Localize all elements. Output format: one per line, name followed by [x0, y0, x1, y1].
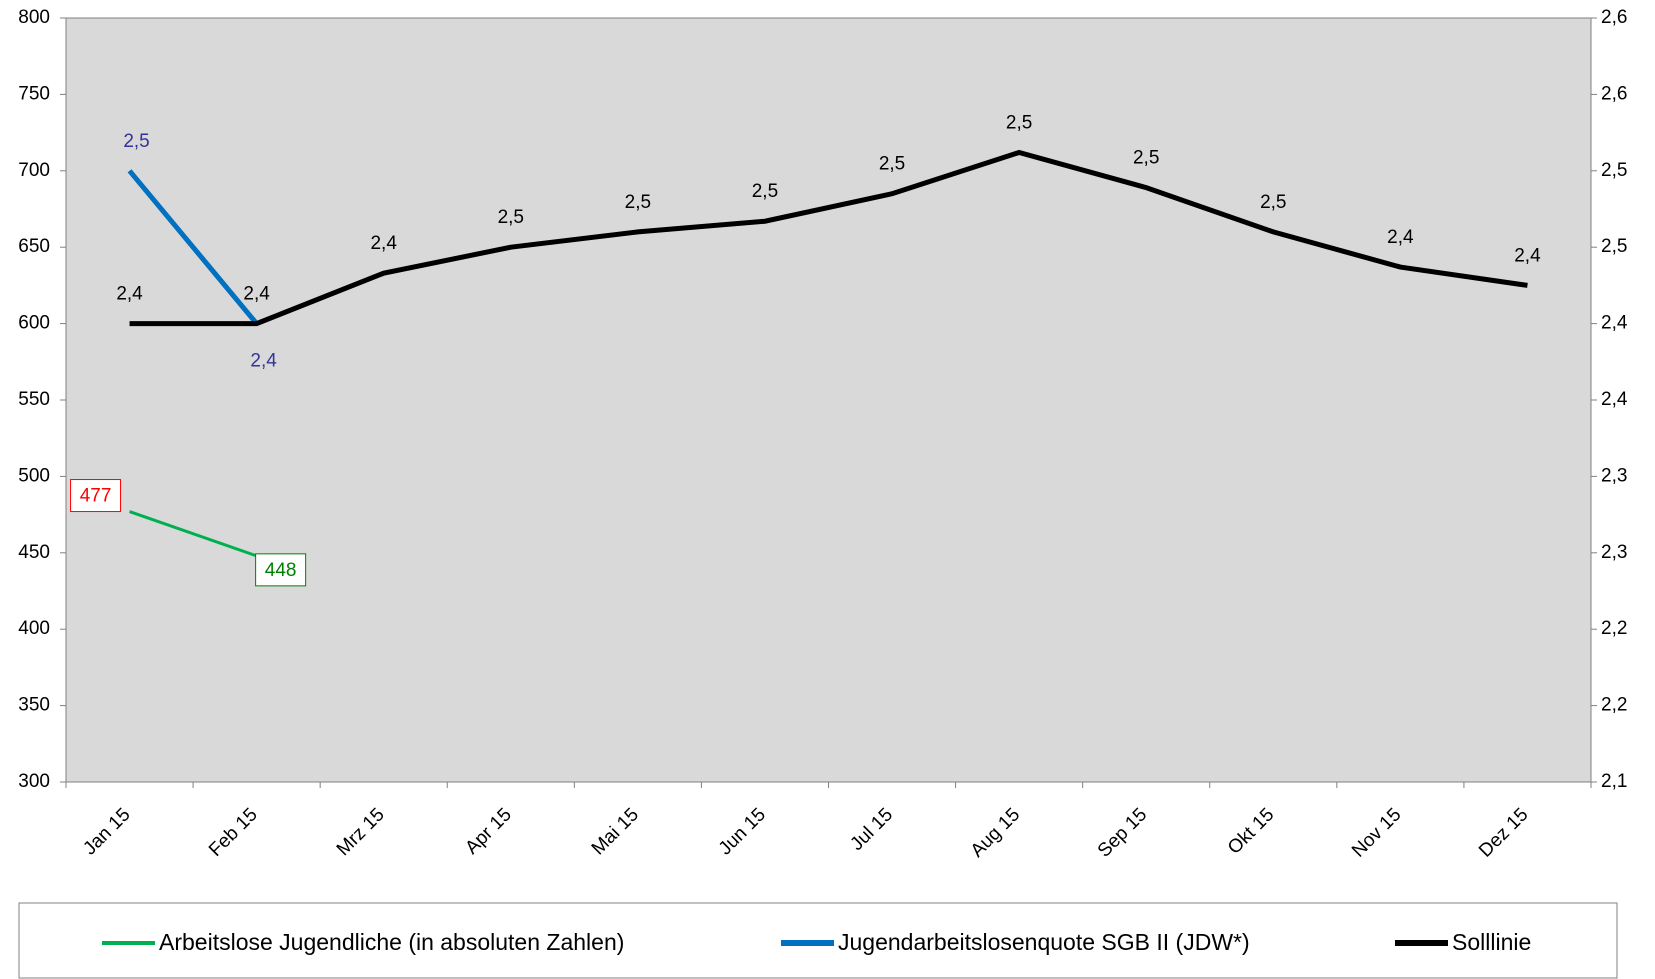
- y-tick-label: 350: [18, 695, 50, 716]
- y2-tick-label: 2,5: [1601, 160, 1627, 181]
- y-tick-label: 700: [18, 160, 50, 181]
- legend-label: Solllinie: [1452, 929, 1531, 955]
- data-label: 2,5: [752, 181, 778, 202]
- y2-tick-label: 2,5: [1601, 236, 1627, 257]
- y2-tick-label: 2,3: [1601, 465, 1627, 486]
- x-tick-label: Sep 15: [1094, 804, 1151, 861]
- legend-label: Jugendarbeitslosenquote SGB II (JDW*): [838, 929, 1250, 955]
- x-tick-label: Mrz 15: [333, 804, 389, 860]
- y-tick-label: 650: [18, 236, 50, 257]
- y2-tick-label: 2,6: [1601, 83, 1627, 104]
- y2-tick-label: 2,2: [1601, 618, 1627, 639]
- x-tick-label: Feb 15: [205, 804, 262, 861]
- data-label: 2,4: [250, 351, 277, 372]
- data-label: 2,4: [1387, 227, 1414, 248]
- x-tick-label: Aug 15: [967, 804, 1024, 861]
- y2-tick-label: 2,4: [1601, 389, 1628, 410]
- y2-tick-label: 2,4: [1601, 313, 1628, 334]
- data-label-box: [255, 553, 307, 587]
- data-label: 2,5: [123, 131, 149, 152]
- y-tick-label: 300: [18, 771, 50, 792]
- y2-tick-label: 2,1: [1601, 771, 1627, 792]
- series-line: [129, 510, 258, 558]
- x-tick-label: Dez 15: [1475, 804, 1532, 861]
- series-line: [129, 149, 1528, 327]
- data-label: 2,5: [1260, 192, 1286, 213]
- data-label: 2,5: [1006, 112, 1032, 133]
- legend-label: Arbeitslose Jugendliche (in absoluten Za…: [159, 929, 624, 955]
- x-tick-label: Jun 15: [715, 804, 770, 859]
- y2-tick-label: 2,3: [1601, 542, 1627, 563]
- x-tick-label: Mai 15: [588, 804, 643, 859]
- x-tick-label: Okt 15: [1224, 804, 1278, 858]
- data-label: 2,4: [243, 284, 270, 305]
- y-tick-label: 600: [18, 313, 50, 334]
- data-label: 2,5: [498, 207, 524, 228]
- y-tick-label: 500: [18, 465, 50, 486]
- plot-area: [65, 17, 1592, 783]
- data-label: 477: [80, 486, 112, 507]
- x-tick-label: Jul 15: [846, 804, 897, 855]
- data-label-box: [70, 479, 122, 513]
- data-label: 2,4: [370, 233, 397, 254]
- y-tick-label: 450: [18, 542, 50, 563]
- data-label: 2,5: [879, 154, 905, 175]
- y2-tick-label: 2,6: [1601, 7, 1627, 28]
- y-tick-label: 550: [18, 389, 50, 410]
- y-tick-label: 800: [18, 7, 50, 28]
- y-tick-label: 400: [18, 618, 50, 639]
- y2-tick-label: 2,2: [1601, 695, 1627, 716]
- x-tick-label: Jan 15: [79, 804, 134, 859]
- series-line: [127, 169, 259, 326]
- data-label: 448: [265, 560, 297, 581]
- data-label: 2,4: [116, 284, 143, 305]
- x-tick-label: Nov 15: [1348, 804, 1405, 861]
- data-label: 2,5: [1133, 148, 1159, 169]
- x-tick-label: Apr 15: [461, 804, 515, 858]
- y-tick-label: 750: [18, 83, 50, 104]
- data-label: 2,5: [625, 192, 651, 213]
- data-label: 2,4: [1514, 245, 1541, 266]
